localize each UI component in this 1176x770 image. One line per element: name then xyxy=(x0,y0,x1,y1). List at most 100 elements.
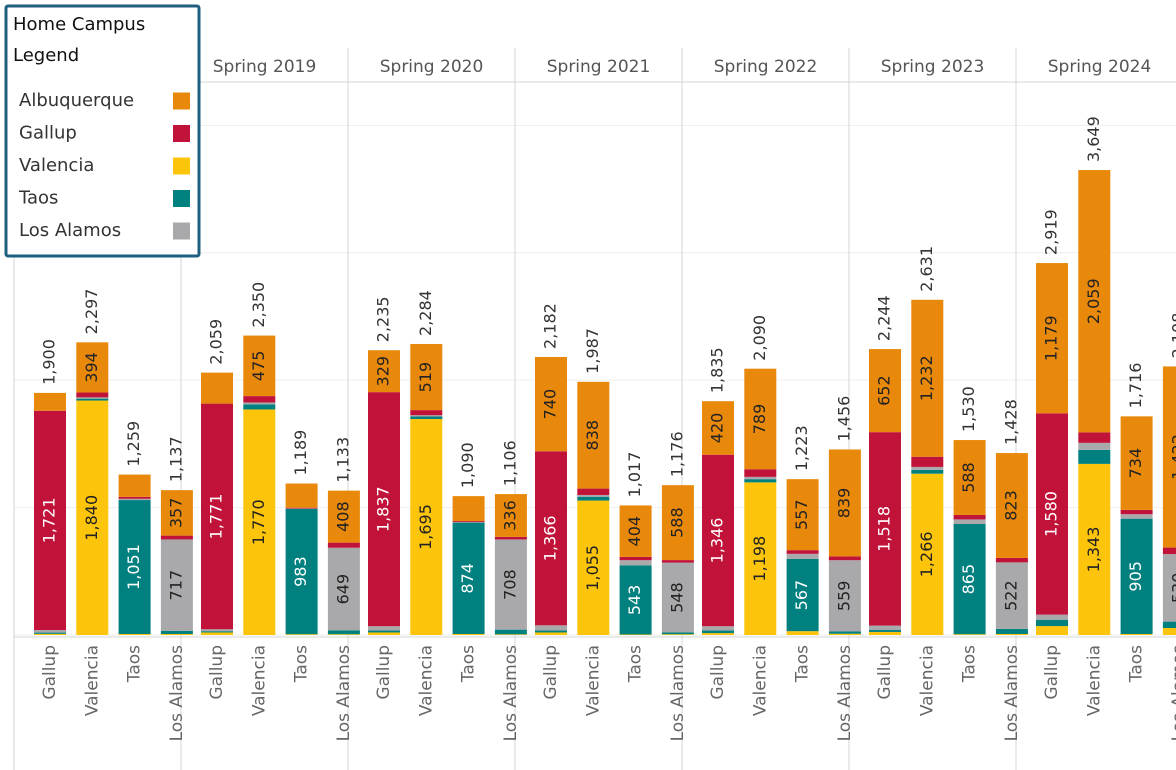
segment-label: 475 xyxy=(249,351,268,382)
bar-segment xyxy=(160,633,193,635)
bar-segment xyxy=(953,524,986,635)
bar-segment xyxy=(911,299,944,457)
segment-label: 1,721 xyxy=(40,497,59,543)
segment-label: 740 xyxy=(541,389,560,420)
segment-label: 708 xyxy=(500,569,519,600)
segment-label: 839 xyxy=(834,488,853,519)
bar-segment xyxy=(535,632,567,635)
bar-segment xyxy=(327,547,360,631)
total-label: 2,919 xyxy=(1042,209,1061,255)
bar-segment xyxy=(285,508,318,635)
x-tick-label: Taos xyxy=(292,645,312,683)
bar-segment xyxy=(535,630,567,633)
bar-segment xyxy=(828,556,861,561)
bar-segment xyxy=(535,451,567,626)
total-label: 1,090 xyxy=(458,442,477,488)
bar-segment xyxy=(34,410,66,631)
bar-segment xyxy=(160,535,193,540)
total-label: 1,987 xyxy=(583,328,602,374)
bar-segment xyxy=(869,625,901,631)
bar-segment xyxy=(76,400,109,635)
bar-segment xyxy=(577,488,610,495)
bar-segment xyxy=(76,398,109,401)
panel-header: Spring 2019 xyxy=(213,57,317,77)
total-label: 1,106 xyxy=(500,440,519,486)
bar-segment xyxy=(911,469,944,474)
bar-segment xyxy=(494,536,527,540)
bar-segment xyxy=(201,403,233,630)
bar-segment xyxy=(1162,547,1176,555)
x-tick-label: Taos xyxy=(459,645,479,683)
segment-label: 823 xyxy=(1001,490,1020,521)
x-tick-label: Gallup xyxy=(1042,645,1062,700)
legend: Home Campus Legend Albuquerque Gallup Valenc… xyxy=(4,4,201,258)
segment-label: 1,179 xyxy=(1042,315,1061,361)
bar-segment xyxy=(869,630,901,632)
bar-segment xyxy=(911,473,944,635)
panel-header: Spring 2021 xyxy=(547,57,651,77)
bar-segment xyxy=(34,633,66,635)
segment-label: 522 xyxy=(1001,580,1020,611)
bar-segment xyxy=(160,490,193,536)
bar-segment xyxy=(786,553,819,559)
bar-segment xyxy=(1036,619,1068,627)
bar-segment xyxy=(744,469,777,477)
total-label: 2,350 xyxy=(249,282,268,328)
bar-segment xyxy=(1120,633,1153,635)
segment-label: 394 xyxy=(82,352,101,383)
total-label: 2,108 xyxy=(1168,313,1176,359)
total-label: 1,189 xyxy=(291,430,310,476)
bar-segment xyxy=(76,392,109,398)
bar-segment xyxy=(869,349,901,433)
bar-segment xyxy=(869,432,901,626)
bar-segment xyxy=(577,494,610,497)
bar-segment xyxy=(995,628,1028,634)
bar-segment xyxy=(327,542,360,548)
panel-header: Spring 2020 xyxy=(380,57,484,77)
bar-segment xyxy=(1078,463,1111,635)
segment-label: 420 xyxy=(708,413,727,444)
segment-label: 557 xyxy=(792,499,811,530)
bar-segment xyxy=(494,539,527,630)
segment-label: 905 xyxy=(1126,561,1145,592)
bar-segment xyxy=(619,556,652,561)
total-label: 2,090 xyxy=(750,315,769,361)
bar-segment xyxy=(118,474,151,497)
bar-segment xyxy=(452,496,485,522)
bar-segment xyxy=(619,565,652,635)
bar-segment xyxy=(869,631,901,635)
segment-label: 1,580 xyxy=(1042,491,1061,537)
bar-segment xyxy=(995,562,1028,629)
segment-label: 649 xyxy=(333,574,352,605)
segment-label: 357 xyxy=(166,498,185,529)
bar-segment xyxy=(243,404,276,410)
x-tick-label: Gallup xyxy=(875,645,895,700)
bar-segment xyxy=(702,633,734,635)
x-tick-label: Valencia xyxy=(1084,645,1104,716)
x-tick-label: Los Alamos xyxy=(1169,645,1176,742)
bar-segment xyxy=(452,521,485,523)
bar-segment xyxy=(661,632,694,635)
x-tick-label: Gallup xyxy=(541,645,561,700)
bar-segment xyxy=(661,634,694,635)
bar-segment xyxy=(201,629,233,632)
bar-segment xyxy=(76,342,109,393)
bar-segment xyxy=(201,372,233,404)
legend-swatch xyxy=(173,190,190,207)
bar-segment xyxy=(201,631,233,633)
legend-title: Home Campus xyxy=(13,14,145,35)
x-tick-label: Los Alamos xyxy=(668,645,688,742)
bar-segment xyxy=(744,476,777,480)
x-tick-label: Taos xyxy=(125,645,145,683)
bar-segment xyxy=(410,416,443,420)
total-label: 2,182 xyxy=(541,303,560,349)
bar-segment xyxy=(1120,509,1153,515)
bar-segment xyxy=(34,632,66,634)
x-tick-label: Gallup xyxy=(40,645,60,700)
bar-segment xyxy=(702,626,734,631)
segment-label: 404 xyxy=(625,516,644,547)
segment-label: 1,051 xyxy=(124,544,143,590)
bar-segment xyxy=(494,494,527,537)
x-tick-label: Los Alamos xyxy=(835,645,855,742)
